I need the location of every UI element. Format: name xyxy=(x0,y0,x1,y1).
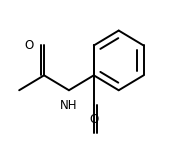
Text: O: O xyxy=(25,39,34,52)
Text: NH: NH xyxy=(60,98,78,112)
Text: O: O xyxy=(89,113,98,126)
